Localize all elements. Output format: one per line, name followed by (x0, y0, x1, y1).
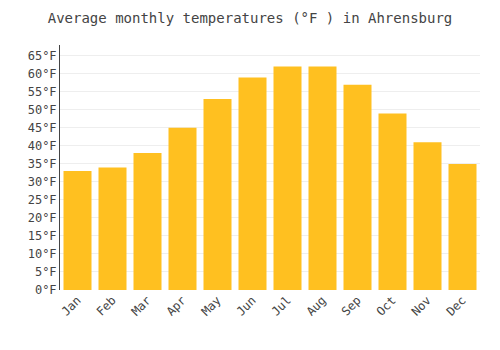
svg-text:25°F: 25°F (28, 193, 57, 207)
svg-text:Jan: Jan (59, 293, 84, 318)
svg-text:20°F: 20°F (28, 211, 57, 225)
svg-text:65°F: 65°F (28, 49, 57, 63)
svg-text:50°F: 50°F (28, 103, 57, 117)
svg-text:40°F: 40°F (28, 139, 57, 153)
svg-text:0°F: 0°F (35, 283, 57, 297)
svg-text:5°F: 5°F (35, 265, 57, 279)
svg-text:30°F: 30°F (28, 175, 57, 189)
svg-text:45°F: 45°F (28, 121, 57, 135)
svg-text:Mar: Mar (129, 293, 154, 318)
svg-text:Oct: Oct (374, 293, 399, 318)
svg-text:10°F: 10°F (28, 247, 57, 261)
svg-text:Apr: Apr (164, 293, 189, 318)
svg-text:Jul: Jul (269, 293, 294, 318)
svg-text:Average monthly temperatures (: Average monthly temperatures (°F ) in Ah… (48, 10, 453, 26)
svg-text:Feb: Feb (94, 293, 119, 318)
svg-text:55°F: 55°F (28, 85, 57, 99)
svg-text:Dec: Dec (444, 293, 469, 318)
svg-text:Sep: Sep (339, 293, 364, 318)
svg-text:May: May (199, 293, 224, 318)
svg-text:35°F: 35°F (28, 157, 57, 171)
svg-text:60°F: 60°F (28, 67, 57, 81)
svg-text:Jun: Jun (234, 293, 259, 318)
svg-text:Nov: Nov (409, 293, 434, 318)
svg-text:15°F: 15°F (28, 229, 57, 243)
svg-text:Aug: Aug (304, 293, 329, 318)
